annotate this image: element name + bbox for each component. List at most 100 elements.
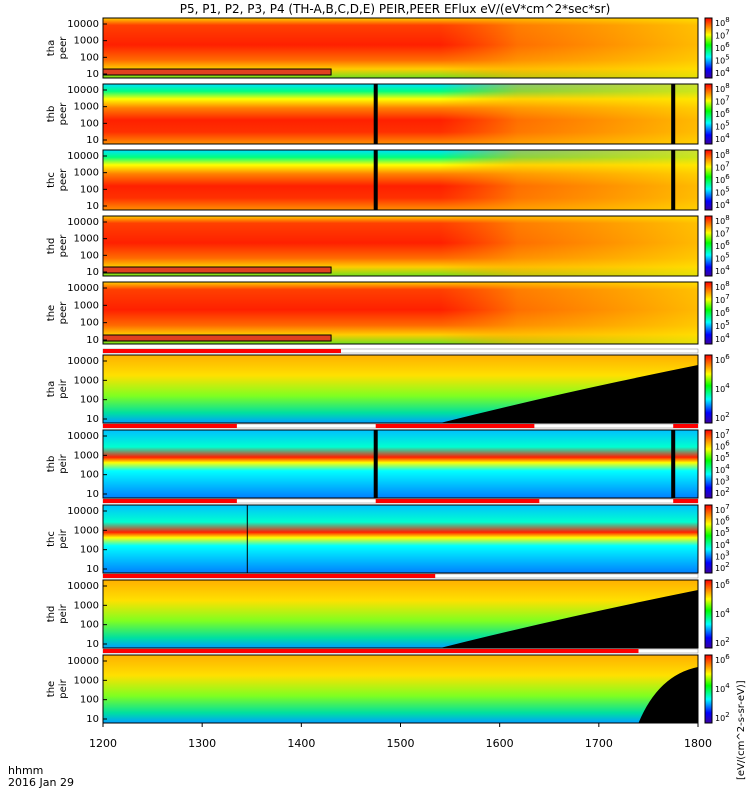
quality-flag-bar [102, 573, 699, 579]
y-tick-label: 1000 [74, 675, 99, 686]
panel-label-probe: thc [46, 531, 57, 547]
panel-label-probe: thc [46, 172, 57, 188]
y-tick-label: 10 [86, 639, 99, 650]
y-tick-label: 100 [80, 470, 99, 481]
quality-flag-bar [102, 348, 699, 354]
colorbar-tick-label: 107 [715, 161, 730, 173]
panel-label-probe: thb [46, 106, 57, 123]
spectrogram-late-region [440, 216, 698, 276]
panel-label-probe: tha [46, 381, 57, 397]
flag-bar-segment [103, 424, 237, 428]
colorbar-tick-label: 105 [715, 451, 730, 463]
y-tick-label: 100 [80, 318, 99, 329]
panel-label-probe: thb [46, 456, 57, 473]
low-energy-band [102, 266, 332, 274]
colorbar [704, 654, 713, 724]
y-tick-label: 100 [80, 52, 99, 63]
colorbar-tick-label: 106 [715, 440, 730, 452]
quality-flag-bar [102, 498, 699, 504]
panel-label-probe: thd [46, 238, 57, 255]
flag-bar-segment [103, 574, 436, 578]
colorbar-tick-label: 104 [715, 66, 730, 78]
colorbar-tick-label: 106 [715, 41, 730, 53]
colorbar-tick-label: 108 [715, 82, 730, 94]
colorbar [704, 354, 713, 424]
x-tick-label: 1800 [684, 737, 712, 750]
x-tick-label: 1600 [486, 737, 514, 750]
x-tick-labels: 1200 1300 1400 1500 1600 1700 1800 [89, 723, 712, 750]
y-tick-label: 1000 [74, 36, 99, 47]
spectrogram-late-region [440, 150, 698, 210]
y-tick-label: 10 [86, 267, 99, 278]
y-tick-label: 10 [86, 201, 99, 212]
flag-bar-segment [103, 499, 237, 503]
data-gap-stripe [373, 150, 378, 210]
y-tick-label: 10 [86, 714, 99, 725]
colorbar-tick-label: 102 [715, 561, 730, 573]
colorbar-tick-label: 107 [715, 503, 730, 515]
colorbar-tick-label: 106 [715, 653, 730, 665]
colorbar-tick-label: 106 [715, 515, 730, 527]
panel-label-probe: thd [46, 606, 57, 623]
y-tick-label: 10000 [67, 356, 99, 367]
colorbar-tick-label: 104 [715, 463, 730, 475]
colorbar-tick-label: 105 [715, 319, 730, 331]
y-tick-label: 100 [80, 695, 99, 706]
y-tick-label: 10 [86, 69, 99, 80]
spectrogram-field [103, 655, 698, 723]
y-tick-label: 100 [80, 118, 99, 129]
panel-label-probe: the [46, 681, 57, 697]
colorbar-tick-label: 107 [715, 95, 730, 107]
spectrogram-late-region [440, 84, 698, 144]
panel-label-probe: the [46, 305, 57, 321]
colorbar-tick-label: 102 [715, 711, 730, 723]
colorbar-tick-label: 108 [715, 148, 730, 160]
panel-label-product: peer [58, 301, 69, 325]
y-tick-label: 10 [86, 564, 99, 575]
y-tick-label: 10 [86, 335, 99, 346]
panel-frame [102, 429, 699, 499]
colorbar-tick-label: 108 [715, 214, 730, 226]
y-tick-label: 100 [80, 250, 99, 261]
x-tick-label: 1400 [287, 737, 315, 750]
colorbar-tick-label: 108 [715, 16, 730, 28]
panel-label-product: peer [58, 234, 69, 258]
colorbar-tick-label: 107 [715, 428, 730, 440]
no-count-region [638, 667, 698, 723]
quality-flag-bar [102, 648, 699, 654]
colorbar-tick-label: 104 [715, 132, 730, 144]
y-tick-label: 1000 [74, 525, 99, 536]
flag-bar-segment [103, 649, 639, 653]
spectrogram-field [103, 430, 698, 498]
y-tick-label: 10 [86, 135, 99, 146]
colorbar-tick-label: 102 [715, 636, 730, 648]
colorbar-tick-label: 105 [715, 252, 730, 264]
colorbar [704, 215, 713, 277]
chart-title: P5, P1, P2, P3, P4 (TH-A,B,C,D,E) PEIR,P… [180, 2, 611, 16]
y-tick-label: 1000 [74, 450, 99, 461]
no-count-region [440, 365, 698, 423]
y-tick-label: 10 [86, 414, 99, 425]
colorbar [704, 17, 713, 79]
panel-frame [102, 281, 699, 345]
y-tick-label: 10000 [67, 431, 99, 442]
colorbar-tick-label: 106 [715, 173, 730, 185]
colorbar-tick-label: 105 [715, 120, 730, 132]
panel-the-peir: 10000 1000 100 10 the peir 106 104 102 [46, 648, 730, 725]
y-tick-label: 1000 [74, 375, 99, 386]
colorbar-tick-label: 104 [715, 538, 730, 550]
data-gap-line [246, 505, 248, 573]
spectrogram-late-region [440, 282, 698, 344]
colorbar-tick-label: 106 [715, 239, 730, 251]
panel-label-product: peer [58, 36, 69, 60]
colorbar [704, 149, 713, 211]
spectrogram-field [103, 505, 698, 573]
y-tick-label: 100 [80, 620, 99, 631]
panel-label-probe: tha [46, 40, 57, 56]
colorbar-tick-label: 107 [715, 29, 730, 41]
y-tick-label: 10000 [67, 85, 99, 96]
